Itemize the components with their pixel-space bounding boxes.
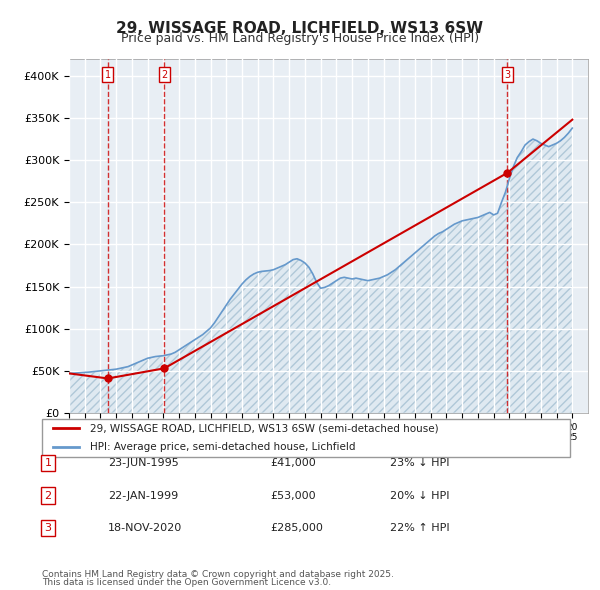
Text: Contains HM Land Registry data © Crown copyright and database right 2025.: Contains HM Land Registry data © Crown c… xyxy=(42,571,394,579)
Text: 3: 3 xyxy=(505,70,511,80)
Text: Price paid vs. HM Land Registry's House Price Index (HPI): Price paid vs. HM Land Registry's House … xyxy=(121,32,479,45)
Text: This data is licensed under the Open Government Licence v3.0.: This data is licensed under the Open Gov… xyxy=(42,578,331,587)
Text: £285,000: £285,000 xyxy=(270,523,323,533)
Text: £41,000: £41,000 xyxy=(270,458,316,468)
Text: 1: 1 xyxy=(44,458,52,468)
Text: 3: 3 xyxy=(44,523,52,533)
Text: 2: 2 xyxy=(161,70,167,80)
FancyBboxPatch shape xyxy=(42,419,570,457)
Text: 1: 1 xyxy=(105,70,111,80)
Text: 29, WISSAGE ROAD, LICHFIELD, WS13 6SW (semi-detached house): 29, WISSAGE ROAD, LICHFIELD, WS13 6SW (s… xyxy=(89,424,438,434)
Text: 20% ↓ HPI: 20% ↓ HPI xyxy=(390,491,449,500)
Text: 18-NOV-2020: 18-NOV-2020 xyxy=(108,523,182,533)
Text: £53,000: £53,000 xyxy=(270,491,316,500)
Text: HPI: Average price, semi-detached house, Lichfield: HPI: Average price, semi-detached house,… xyxy=(89,441,355,451)
Text: 23-JUN-1995: 23-JUN-1995 xyxy=(108,458,179,468)
Text: 22-JAN-1999: 22-JAN-1999 xyxy=(108,491,178,500)
Text: 2: 2 xyxy=(44,491,52,500)
Text: 22% ↑ HPI: 22% ↑ HPI xyxy=(390,523,449,533)
Text: 23% ↓ HPI: 23% ↓ HPI xyxy=(390,458,449,468)
Text: 29, WISSAGE ROAD, LICHFIELD, WS13 6SW: 29, WISSAGE ROAD, LICHFIELD, WS13 6SW xyxy=(116,21,484,35)
